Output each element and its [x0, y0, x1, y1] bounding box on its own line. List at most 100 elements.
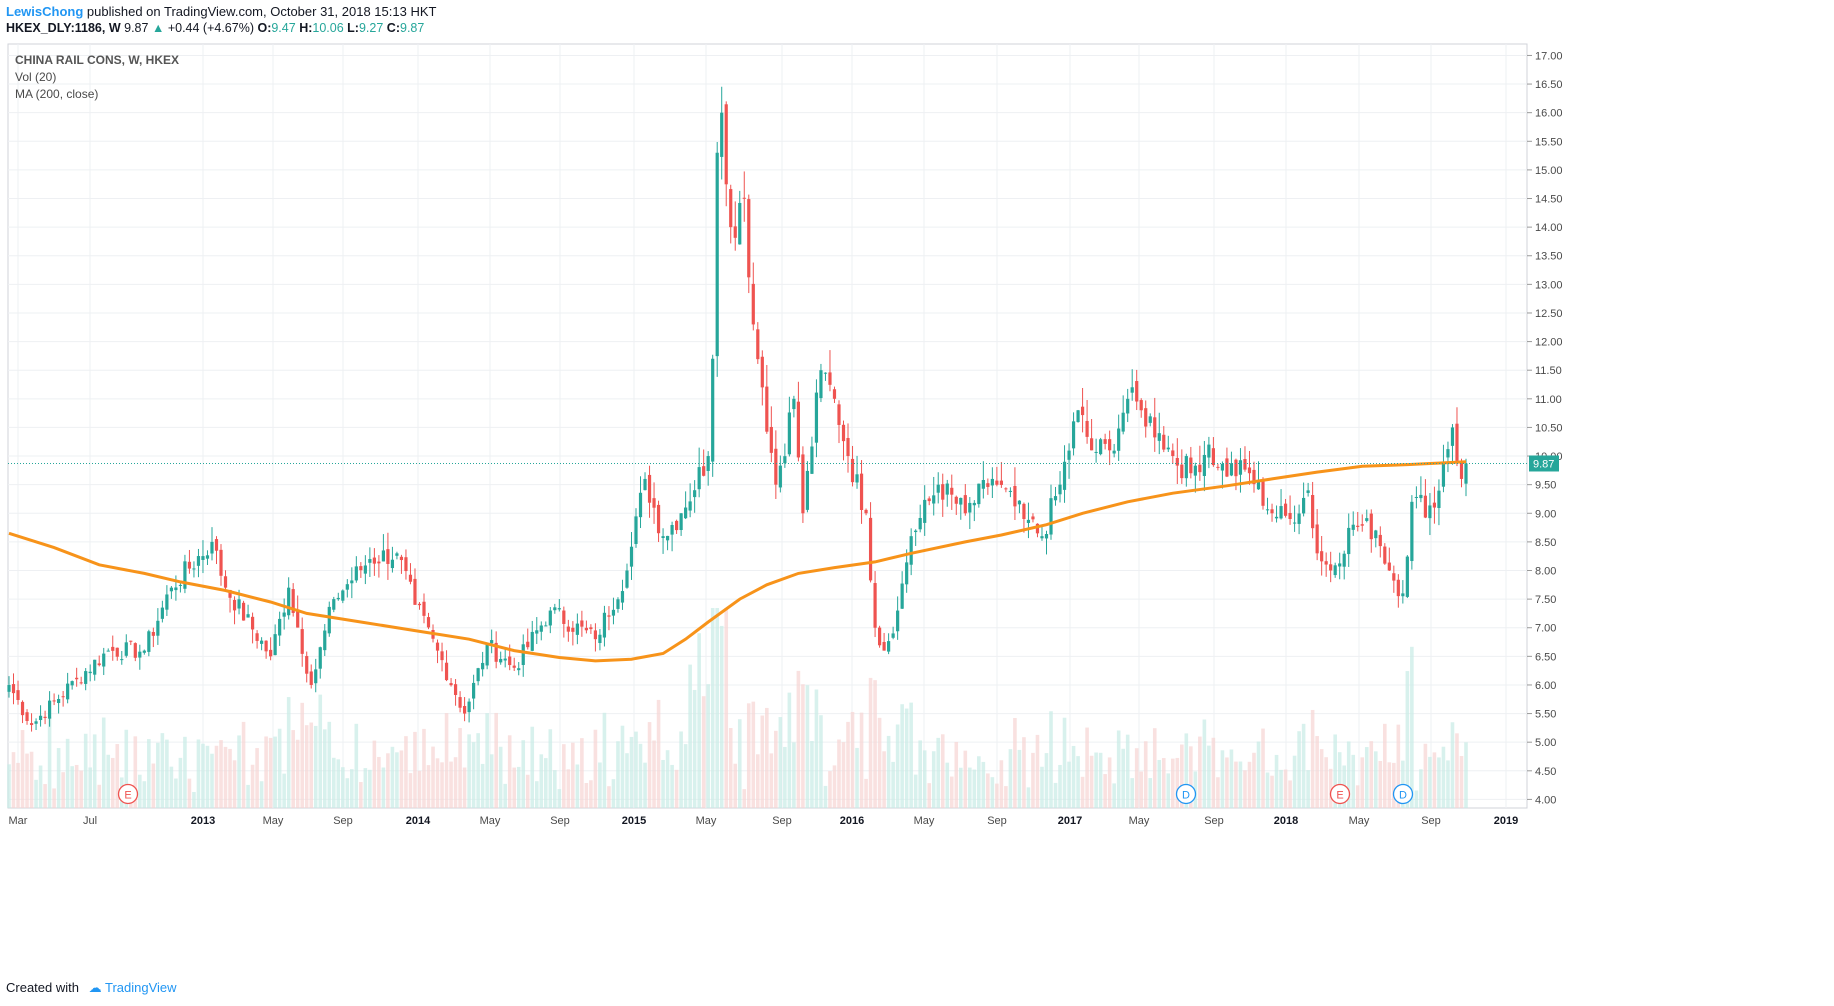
candle-body: [1094, 451, 1098, 453]
volume-bar: [1437, 757, 1441, 808]
volume-bar: [634, 731, 638, 808]
candle-body: [282, 612, 286, 617]
volume-bar: [1170, 758, 1175, 808]
candle-body: [954, 496, 958, 504]
volume-bar: [580, 738, 584, 808]
candle-body: [1374, 530, 1378, 539]
volume-bar: [1238, 761, 1243, 808]
candle-body: [629, 546, 634, 567]
volume-bar: [363, 768, 368, 808]
candle-body: [386, 549, 390, 564]
volume-bar: [963, 750, 968, 808]
candle-body: [1035, 523, 1040, 534]
candle-body: [462, 706, 467, 714]
candle-body: [914, 530, 918, 533]
volume-bar: [629, 736, 634, 808]
candle-body: [350, 580, 354, 584]
volume-bar: [909, 702, 913, 808]
volume-bar: [1017, 749, 1022, 808]
y-tick-label: 13.50: [1535, 251, 1563, 263]
volume-bar: [223, 746, 228, 808]
volume-bar: [65, 738, 70, 808]
candle-body: [408, 574, 413, 582]
candle-body: [1410, 501, 1414, 562]
candle-body: [620, 591, 625, 603]
volume-bar: [264, 736, 268, 808]
volume-bar: [354, 723, 359, 808]
candle-body: [120, 659, 124, 661]
candle-body: [1243, 458, 1247, 470]
publisher-link[interactable]: LewisChong: [6, 4, 84, 19]
candle-body: [291, 589, 295, 613]
tradingview-link[interactable]: TradingView: [105, 980, 177, 995]
volume-bar: [733, 763, 738, 808]
candle-body: [1175, 457, 1179, 466]
candle-body: [1302, 497, 1306, 514]
candle-body: [1207, 444, 1211, 458]
volume-bar: [1085, 727, 1089, 808]
candle-body: [665, 535, 670, 541]
candle-body: [1135, 381, 1139, 402]
x-tick-label: May: [696, 815, 717, 827]
volume-bar: [386, 753, 390, 808]
candle-body: [124, 642, 128, 656]
candle-body: [923, 499, 927, 523]
volume-bar: [891, 761, 895, 808]
candle-body: [102, 653, 106, 667]
last-price-label: 9.87: [1533, 458, 1554, 470]
volume-bar: [954, 741, 959, 808]
candle-body: [706, 456, 710, 471]
candle-body: [29, 723, 34, 726]
candle-body: [1103, 439, 1107, 444]
candle-body: [1067, 450, 1071, 460]
volume-bar: [918, 740, 922, 808]
candle-body: [1117, 428, 1121, 451]
volume-bar: [1193, 771, 1198, 808]
volume-bar: [1094, 752, 1098, 808]
candle-body: [1270, 509, 1274, 514]
volume-bar: [1053, 782, 1058, 808]
y-tick-label: 15.00: [1535, 165, 1563, 177]
volume-bar: [751, 701, 756, 808]
volume-bar: [819, 715, 823, 808]
candle-body: [278, 618, 282, 636]
volume-bar: [160, 733, 165, 808]
candle-body: [945, 483, 949, 495]
candle-body: [1044, 534, 1049, 539]
candle-body: [724, 104, 728, 185]
y-tick-label: 5.50: [1535, 709, 1556, 721]
candle-body: [1139, 400, 1143, 411]
x-tick-label: Sep: [550, 815, 570, 827]
volume-bar: [1279, 769, 1283, 808]
volume-bar: [1247, 761, 1252, 808]
candle-body: [774, 448, 778, 485]
candle-body: [787, 412, 791, 455]
volume-bar: [801, 684, 805, 808]
volume-bar: [345, 778, 350, 808]
volume-bar: [201, 743, 205, 808]
x-tick-label: Sep: [333, 815, 353, 827]
y-tick-label: 7.50: [1535, 594, 1556, 606]
candle-body: [765, 386, 769, 432]
candle-body: [214, 539, 219, 551]
candle-body: [896, 610, 900, 632]
volume-bar: [1252, 752, 1256, 808]
y-tick-label: 12.50: [1535, 308, 1563, 320]
volume-bar: [589, 780, 593, 808]
volume-bar: [178, 757, 183, 808]
candle-body: [57, 699, 61, 704]
candle-body: [702, 466, 706, 476]
volume-bar: [584, 782, 589, 808]
x-tick-label: Sep: [1421, 815, 1441, 827]
candle-body: [481, 662, 485, 670]
volume-bar: [1013, 717, 1017, 808]
dividend-event-label: D: [1182, 790, 1190, 802]
volume-bar: [1301, 723, 1306, 808]
candle-body: [404, 557, 408, 572]
candle-body: [571, 627, 575, 632]
volume-bar: [886, 735, 891, 808]
price-change: +0.44 (+4.67%): [167, 21, 254, 35]
volume-bar: [408, 773, 413, 808]
volume-bar: [1292, 755, 1297, 808]
